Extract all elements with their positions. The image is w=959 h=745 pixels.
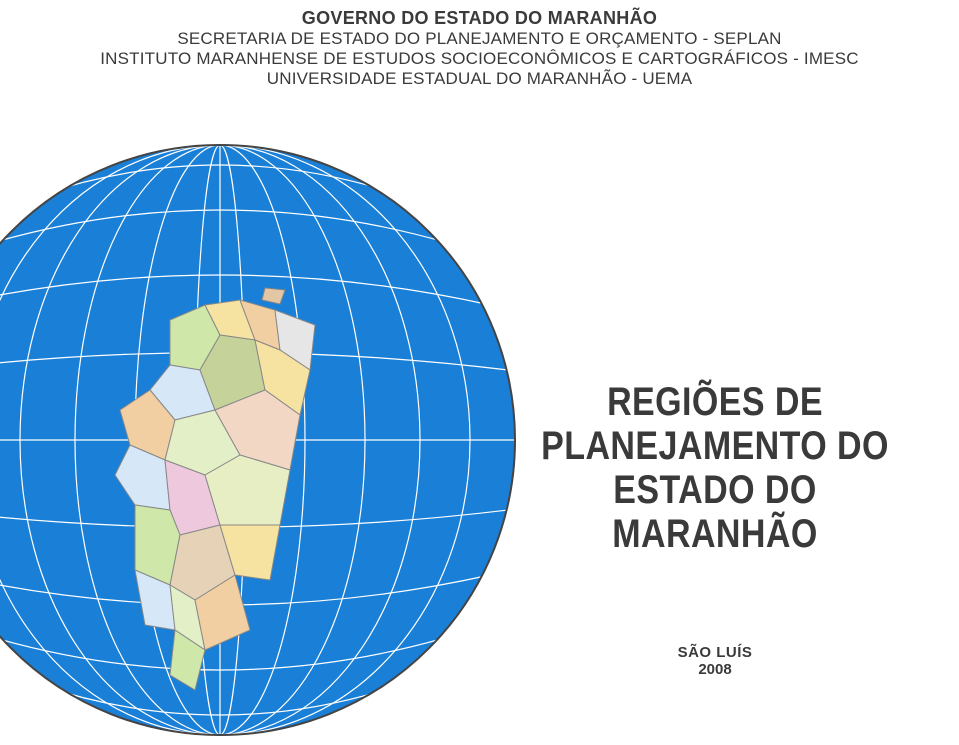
footer-year: 2008 xyxy=(480,661,950,678)
title-line-1: REGIÕES DE PLANEJAMENTO DO xyxy=(515,380,915,468)
header-university: UNIVERSIDADE ESTADUAL DO MARANHÃO - UEMA xyxy=(0,69,959,89)
document-header: GOVERNO DO ESTADO DO MARANHÃO SECRETARIA… xyxy=(0,8,959,89)
document-main-title: REGIÕES DE PLANEJAMENTO DO ESTADO DO MAR… xyxy=(480,380,950,556)
header-secretariat: SECRETARIA DE ESTADO DO PLANEJAMENTO E O… xyxy=(0,29,959,49)
title-line-2: ESTADO DO MARANHÃO xyxy=(515,468,915,556)
header-government: GOVERNO DO ESTADO DO MARANHÃO xyxy=(0,8,959,29)
footer-city: SÃO LUÍS xyxy=(480,644,950,661)
globe-map-illustration xyxy=(0,140,520,740)
globe-svg xyxy=(0,140,520,740)
header-institute: INSTITUTO MARANHENSE DE ESTUDOS SOCIOECO… xyxy=(0,49,959,69)
document-footer: SÃO LUÍS 2008 xyxy=(480,644,950,678)
